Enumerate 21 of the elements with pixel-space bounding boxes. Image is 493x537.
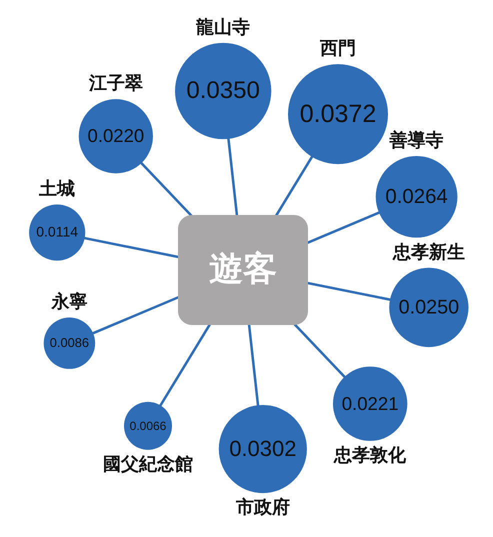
text: 遊客 [209,250,277,288]
category-label: 國父紀念館 [103,454,193,474]
category-label: 土城 [38,178,76,198]
category-label: 江子翠 [88,73,143,94]
data-label: 0.0350 [186,76,260,104]
data-label: 0.0250 [398,296,460,318]
data-label: 0.0220 [88,125,144,146]
category-label: 西門 [319,38,356,58]
data-label: 0.0264 [385,186,448,208]
data-label: 0.0221 [342,392,399,414]
category-label: 市政府 [234,497,290,518]
data-label: 0.0086 [50,335,90,350]
data-label: 0.0372 [300,100,376,128]
category-label: 忠孝新生 [392,242,465,262]
data-label: 0.0066 [130,418,167,433]
category-label: 善導寺 [388,130,444,150]
data-label: 0.0302 [229,436,297,462]
data-label: 0.0114 [36,224,78,240]
category-label: 忠孝敦化 [333,444,408,465]
category-label: 永寧 [50,292,88,312]
category-label: 龍山寺 [195,16,250,37]
